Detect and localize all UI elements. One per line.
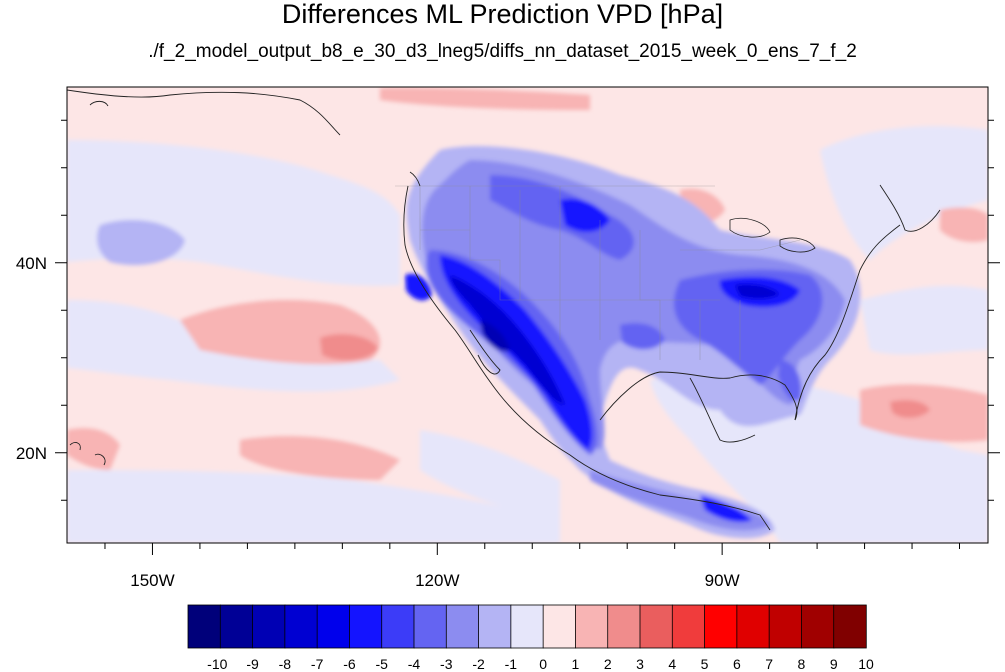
colorbar-swatch [252, 604, 286, 649]
colorbar-swatch [833, 604, 867, 649]
colorbar-swatch [219, 604, 254, 649]
chart-title: Differences ML Prediction VPD [hPa] [281, 0, 724, 29]
colorbar-swatch [478, 604, 512, 649]
colorbar-label: -6 [343, 656, 356, 672]
colorbar-swatch [768, 604, 803, 649]
coastlines [67, 89, 941, 531]
colorbar-label: -7 [311, 656, 324, 672]
colorbar-label: 4 [668, 656, 676, 672]
colorbar-swatch [316, 604, 351, 649]
axis-ticks [55, 119, 1000, 555]
axis-tick-labels: 150W 120W 90W 40N 20N [16, 254, 740, 590]
colorbar-swatch [187, 604, 221, 649]
colorbar-label: 1 [572, 656, 580, 672]
map-field [67, 87, 988, 543]
colorbar-label: 9 [830, 656, 838, 672]
lat-tick-label: 40N [16, 254, 47, 273]
colorbar-label: 7 [765, 656, 773, 672]
colorbar-swatch [349, 604, 383, 649]
colorbar-label: -4 [408, 656, 421, 672]
colorbar-swatch [736, 604, 770, 649]
lon-tick-label: 150W [130, 571, 174, 590]
colorbar-swatch [413, 604, 447, 649]
colorbar-label: -5 [375, 656, 388, 672]
colorbar-label: 10 [858, 656, 874, 672]
lon-tick-label: 90W [705, 571, 740, 590]
anomaly-contours [67, 87, 988, 543]
colorbar-label: -2 [472, 656, 485, 672]
colorbar-label: 5 [701, 656, 709, 672]
chart-subtitle: ./f_2_model_output_b8_e_30_d3_lneg5/diff… [148, 41, 857, 62]
colorbar-swatch [542, 604, 577, 649]
great-lakes [729, 217, 816, 253]
lat-tick-label: 20N [16, 444, 47, 463]
colorbar-label: -10 [207, 656, 227, 672]
colorbar-swatch [510, 604, 544, 649]
lon-tick-label: 120W [415, 571, 459, 590]
state-borders [395, 185, 801, 360]
colorbar-swatch [801, 604, 835, 649]
colorbar-label: 6 [733, 656, 741, 672]
colorbar-swatch [445, 604, 480, 649]
colorbar-swatch [671, 604, 706, 649]
colorbar-swatch [284, 604, 318, 649]
colorbar-label: 3 [636, 656, 644, 672]
colorbar-swatch [639, 604, 673, 649]
colorbar-labels: -10 -9 -8 -7 -6 -5 -4 -3 -2 -1 0 1 2 3 4 5 6 7 8 9 10 [207, 656, 874, 672]
colorbar-label: -1 [505, 656, 518, 672]
map-frame [66, 86, 989, 544]
colorbar-label: 0 [539, 656, 547, 672]
colorbar-swatch [575, 604, 609, 649]
colorbar-label: -3 [440, 656, 453, 672]
colorbar-label: 2 [604, 656, 612, 672]
colorbar-label: -9 [246, 656, 259, 672]
colorbar-swatch [704, 604, 738, 649]
colorbar-label: 8 [798, 656, 806, 672]
colorbar-swatch [381, 604, 415, 649]
colorbar-label: -8 [279, 656, 292, 672]
colorbar [187, 604, 867, 649]
colorbar-swatch [607, 604, 641, 649]
